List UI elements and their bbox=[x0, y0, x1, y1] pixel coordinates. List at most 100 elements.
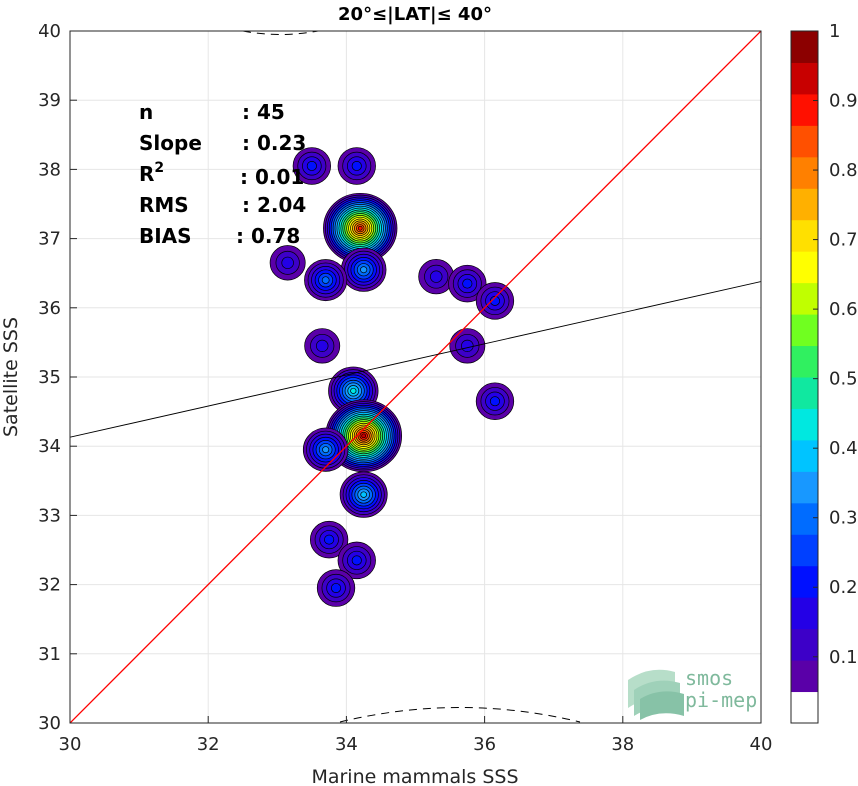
colorbar-segment bbox=[791, 156, 818, 189]
colorbar-tick-label: 0.4 bbox=[829, 438, 858, 459]
y-axis-ticks: 30 31 32 33 34 35 36 37 38 39 40 bbox=[38, 21, 77, 734]
density-blob bbox=[448, 264, 487, 303]
density-blob bbox=[340, 247, 387, 292]
colorbar-tick-label: 0.1 bbox=[829, 647, 858, 668]
colorbar-segment bbox=[791, 691, 818, 724]
colorbar-segment bbox=[791, 565, 818, 598]
colorbar-tick-label: 0.3 bbox=[829, 508, 858, 529]
y-tick-label: 36 bbox=[38, 298, 61, 319]
contour-level bbox=[351, 555, 362, 566]
colorbar-segment bbox=[791, 282, 818, 315]
stat-value: : 0.78 bbox=[236, 224, 300, 248]
colorbar-tick-label: 0.6 bbox=[829, 299, 858, 320]
contour-level bbox=[350, 387, 357, 394]
density-blob bbox=[475, 282, 515, 320]
dashed-contour-bottom bbox=[339, 707, 581, 723]
stat-label-superscript: 2 bbox=[154, 160, 164, 176]
density-contours bbox=[269, 147, 515, 607]
y-tick-label: 30 bbox=[38, 713, 61, 734]
colorbar bbox=[790, 30, 819, 724]
colorbar-tick-label: 0.9 bbox=[829, 91, 858, 112]
density-blob bbox=[304, 259, 348, 302]
stats-box: n: 45 Slope: 0.23 R2: 0.01 RMS: 2.04 BIAS: 0… bbox=[139, 100, 306, 248]
density-blob bbox=[337, 541, 376, 580]
chart-title: 20°≤|LAT|≤ 40° bbox=[338, 4, 492, 25]
colorbar-ticks: 0.1 0.2 0.3 0.4 0.5 0.6 0.7 0.8 0.9 1 bbox=[813, 21, 858, 668]
contour-level bbox=[360, 491, 367, 498]
stat-label: BIAS bbox=[139, 224, 192, 248]
colorbar-segment bbox=[791, 188, 818, 221]
colorbar-segment bbox=[791, 408, 818, 441]
density-blob bbox=[323, 192, 398, 264]
contour-level bbox=[357, 225, 363, 231]
stat-label: RMS bbox=[139, 193, 189, 217]
stat-label: n bbox=[139, 100, 153, 124]
x-tick-label: 34 bbox=[335, 734, 358, 755]
dashed-contours bbox=[242, 31, 581, 723]
contour-level bbox=[360, 266, 368, 274]
regression-line bbox=[70, 281, 761, 438]
density-blob bbox=[449, 328, 486, 364]
contour-level bbox=[489, 295, 501, 306]
colorbar-segment bbox=[791, 502, 818, 535]
colorbar-segment bbox=[791, 534, 818, 567]
colorbar-segment bbox=[791, 125, 818, 158]
x-axis-label: Marine mammals SSS bbox=[311, 766, 518, 786]
x-tick-label: 38 bbox=[611, 734, 634, 755]
logo-wave-icon bbox=[628, 669, 684, 720]
y-tick-label: 37 bbox=[38, 229, 61, 250]
density-blob bbox=[475, 382, 515, 420]
stat-value: : 0.01 bbox=[240, 165, 304, 189]
stat-value: : 0.23 bbox=[242, 131, 306, 155]
y-tick-label: 35 bbox=[38, 367, 61, 388]
colorbar-segment bbox=[791, 471, 818, 504]
x-tick-label: 36 bbox=[473, 734, 496, 755]
colorbar-segment bbox=[791, 377, 818, 409]
stat-value: : 2.04 bbox=[242, 193, 306, 217]
y-tick-label: 33 bbox=[38, 505, 61, 526]
colorbar-tick-label: 1 bbox=[829, 21, 840, 42]
smos-logo: smos pi-mep bbox=[628, 666, 757, 720]
identity-line bbox=[70, 31, 761, 723]
y-tick-label: 32 bbox=[38, 575, 61, 596]
dashed-contour-top bbox=[242, 31, 319, 35]
x-tick-label: 30 bbox=[59, 734, 82, 755]
logo-text-line1: smos bbox=[685, 666, 733, 690]
contour-level bbox=[330, 583, 342, 594]
contour-level bbox=[461, 339, 474, 352]
contour-level bbox=[322, 446, 330, 454]
contour-level bbox=[430, 270, 443, 283]
x-tick-label: 32 bbox=[197, 734, 220, 755]
y-axis-label: Satellite SSS bbox=[0, 317, 22, 437]
contour-level bbox=[361, 433, 367, 439]
density-blob bbox=[302, 427, 349, 472]
colorbar-segment bbox=[791, 314, 818, 347]
y-tick-label: 34 bbox=[38, 436, 61, 457]
contour-level bbox=[321, 276, 330, 284]
density-blob bbox=[309, 520, 349, 559]
colorbar-segment bbox=[791, 660, 818, 693]
density-blob bbox=[337, 147, 376, 185]
contour-level bbox=[324, 534, 335, 545]
colorbar-segment bbox=[791, 628, 818, 661]
y-tick-label: 39 bbox=[38, 90, 61, 111]
density-blob bbox=[304, 328, 341, 364]
logo-text-line2: pi-mep bbox=[685, 688, 757, 712]
colorbar-tick-label: 0.2 bbox=[829, 577, 858, 598]
contour-level bbox=[351, 160, 362, 171]
stat-label: R2 bbox=[139, 160, 164, 186]
colorbar-segment bbox=[791, 345, 818, 378]
density-blob bbox=[418, 259, 455, 295]
grid-lines bbox=[69, 30, 762, 724]
colorbar-tick-label: 0.8 bbox=[829, 160, 858, 181]
colorbar-segment bbox=[791, 31, 818, 63]
contour-level bbox=[462, 278, 473, 289]
colorbar-segment bbox=[791, 439, 818, 472]
colorbar-tick-label: 0.5 bbox=[829, 369, 858, 390]
colorbar-segment bbox=[791, 597, 818, 630]
colorbar-segment bbox=[791, 62, 818, 95]
x-tick-label: 40 bbox=[750, 734, 773, 755]
density-blob bbox=[269, 245, 306, 281]
stat-label: Slope bbox=[139, 131, 202, 155]
